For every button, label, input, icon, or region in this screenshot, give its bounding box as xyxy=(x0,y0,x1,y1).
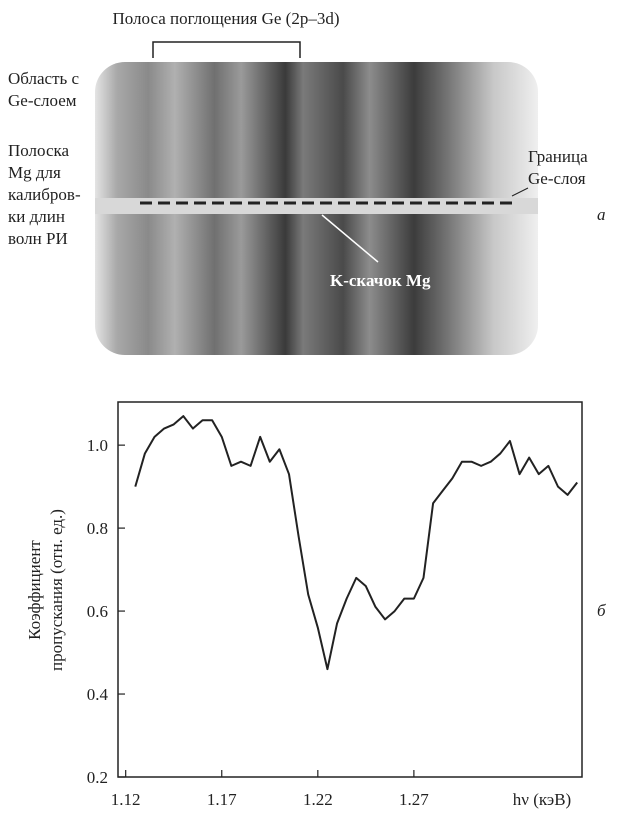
strip-label: ки длин xyxy=(8,207,65,226)
panel-label: б xyxy=(597,601,606,620)
y-tick-label: 0.8 xyxy=(87,519,108,538)
x-tick-label: 1.12 xyxy=(111,790,141,809)
y-tick-label: 1.0 xyxy=(87,436,108,455)
strip-label: Mg для xyxy=(8,163,61,182)
strip-label: волн РИ xyxy=(8,229,68,248)
edge-leader xyxy=(321,214,379,263)
y-tick-label: 0.4 xyxy=(87,685,109,704)
boundary-leader xyxy=(511,187,529,197)
mg-strip xyxy=(95,198,538,214)
y-tick-label: 0.2 xyxy=(87,768,108,787)
plot-frame xyxy=(117,401,583,778)
y-tick-label: 0.6 xyxy=(87,602,108,621)
x-tick-label: 1.22 xyxy=(303,790,333,809)
strip-label: калибров- xyxy=(8,185,81,204)
x-tick-label: 1.17 xyxy=(207,790,237,809)
strip-label: Полоска xyxy=(8,141,70,160)
panel-label: а xyxy=(597,205,606,224)
boundary-label: Граница xyxy=(528,147,588,166)
region-label: Область с xyxy=(8,69,80,88)
y-axis-label: пропускания (отн. ед.) xyxy=(47,509,66,671)
edge-label: K-скачок Mg xyxy=(330,271,431,290)
boundary-label: Ge-слоя xyxy=(528,169,586,188)
bracket xyxy=(152,41,301,58)
y-axis-label: Коэффициент xyxy=(25,540,44,640)
transmission-line xyxy=(134,415,578,671)
band-label: Полоса поглощения Ge (2p–3d) xyxy=(113,9,340,28)
x-axis-label: hν (кэВ) xyxy=(513,790,571,809)
x-tick-label: 1.27 xyxy=(399,790,429,809)
region-label: Ge-слоем xyxy=(8,91,77,110)
